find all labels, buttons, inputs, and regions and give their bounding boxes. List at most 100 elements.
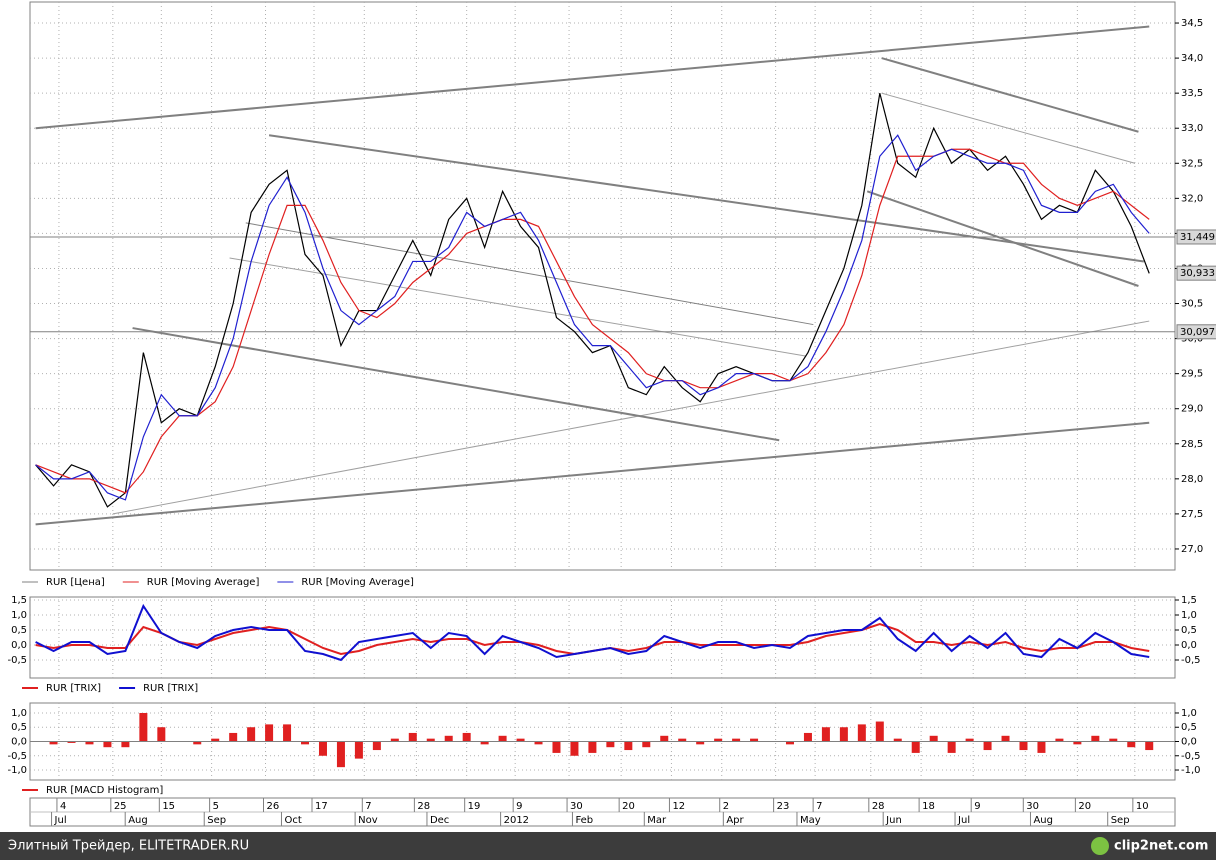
histogram-bar <box>516 738 525 742</box>
month-label: Sep <box>1111 815 1130 826</box>
histogram-bar <box>121 741 130 748</box>
y-tick-label: -0,5 <box>1181 751 1201 762</box>
month-label: Sep <box>207 815 226 826</box>
histogram-bar <box>1127 741 1136 748</box>
legend-label: RUR [Цена] <box>46 577 105 588</box>
histogram-bar <box>247 727 256 742</box>
histogram-bar <box>785 741 794 745</box>
series-line <box>35 134 1150 501</box>
histogram-bar <box>372 741 381 751</box>
histogram-bar <box>462 732 471 742</box>
histogram-bar <box>103 741 112 748</box>
x-tick-label: 28 <box>872 801 885 812</box>
y-tick-label: 27,5 <box>1181 509 1203 520</box>
x-tick-label: 23 <box>777 801 790 812</box>
level-label: 31,449 <box>1180 232 1215 243</box>
logo-text: clip2net.com <box>1114 839 1208 854</box>
month-label: 2012 <box>504 815 529 826</box>
histogram-bar <box>857 724 866 742</box>
legend-label: RUR [MACD Histogram] <box>46 785 163 796</box>
histogram-bar <box>732 738 741 742</box>
panel-frame <box>29 596 1176 679</box>
histogram-bar <box>965 738 974 742</box>
histogram-bar <box>67 741 76 743</box>
y-tick-label: 32,0 <box>1181 193 1203 204</box>
x-tick-label: 25 <box>114 801 127 812</box>
y-tick-label: 1,5 <box>1181 595 1197 606</box>
month-label: Nov <box>358 815 378 826</box>
x-tick-label: 10 <box>1136 801 1149 812</box>
histogram-bar <box>570 741 579 756</box>
trendline <box>268 134 1144 263</box>
y-tick-label-left: 1,0 <box>11 610 27 621</box>
y-tick-label: -1,0 <box>1181 765 1201 776</box>
y-tick-label: 1,0 <box>1181 610 1197 621</box>
histogram-bar <box>336 741 345 768</box>
histogram-bar <box>498 735 507 742</box>
y-tick-label: 28,5 <box>1181 439 1203 450</box>
month-label: May <box>800 815 821 826</box>
y-tick-label: -0,5 <box>1181 655 1201 666</box>
histogram-bar <box>426 738 435 742</box>
x-tick-label: 20 <box>622 801 635 812</box>
month-label: Dec <box>430 815 449 826</box>
background <box>0 0 1216 832</box>
trendline <box>866 190 1139 287</box>
trendline <box>132 327 780 442</box>
trendline <box>245 222 814 326</box>
series-line <box>35 603 1150 662</box>
month-label: Aug <box>128 815 148 826</box>
x-tick-label: 26 <box>267 801 280 812</box>
histogram-bar <box>624 741 633 751</box>
x-tick-label: 18 <box>922 801 935 812</box>
footer-text: Элитный Трейдер, ELITETRADER.RU <box>8 839 249 854</box>
histogram-bar <box>1091 735 1100 742</box>
y-tick-label: 0,5 <box>1181 625 1197 636</box>
x-tick-label: 20 <box>1078 801 1091 812</box>
y-tick-label: 34,0 <box>1181 53 1203 64</box>
histogram-bar <box>1037 741 1046 753</box>
x-tick-label: 9 <box>516 801 522 812</box>
trendline <box>35 421 1150 526</box>
month-label: Jul <box>54 815 67 826</box>
histogram-bar <box>678 738 687 742</box>
histogram-bar <box>1145 741 1154 751</box>
histogram-bar <box>193 741 202 745</box>
histogram-bar <box>947 741 956 753</box>
y-tick-label: 0,0 <box>1181 640 1197 651</box>
histogram-bar <box>875 721 884 742</box>
y-tick-label-left: 0,0 <box>11 737 27 748</box>
histogram-bar <box>534 741 543 745</box>
histogram-bar <box>318 741 327 756</box>
histogram-bar <box>606 741 615 748</box>
histogram-bar <box>354 741 363 759</box>
histogram-bar <box>803 732 812 742</box>
level-label: 30,097 <box>1180 327 1215 338</box>
histogram-bar <box>552 741 561 753</box>
histogram-bar <box>301 741 310 745</box>
y-tick-label-left: 0,0 <box>11 640 27 651</box>
x-tick-label: 19 <box>468 801 481 812</box>
month-label: Jun <box>885 815 902 826</box>
y-tick-label: 33,0 <box>1181 123 1203 134</box>
histogram-bar <box>660 735 669 742</box>
y-tick-label-left: -1,0 <box>7 765 27 776</box>
y-tick-label: 28,0 <box>1181 474 1203 485</box>
histogram-bar <box>1001 735 1010 742</box>
histogram-bar <box>480 741 489 745</box>
month-label: Feb <box>575 815 593 826</box>
trendline <box>35 25 1150 130</box>
histogram-bar <box>1073 741 1082 745</box>
histogram-bar <box>911 741 920 753</box>
histogram-bar <box>1019 741 1028 751</box>
histogram-bar <box>157 727 166 742</box>
x-tick-label: 5 <box>213 801 219 812</box>
month-label: Aug <box>1033 815 1053 826</box>
legend-label: RUR [Moving Average] <box>301 577 414 588</box>
y-tick-label-left: 1,5 <box>11 595 27 606</box>
histogram-bar <box>139 712 148 742</box>
y-tick-label-left: 1,0 <box>11 708 27 719</box>
month-label: Jul <box>957 815 970 826</box>
x-tick-label: 7 <box>816 801 822 812</box>
